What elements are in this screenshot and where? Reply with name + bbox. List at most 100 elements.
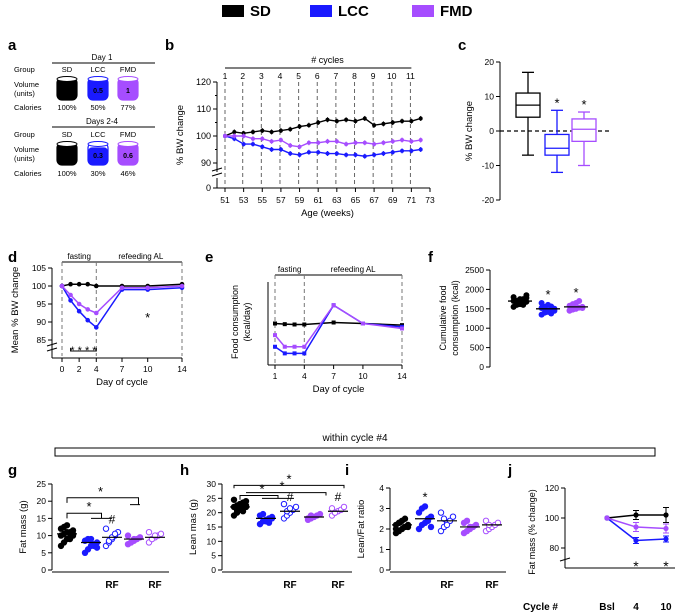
row-volume-2b: (units) bbox=[14, 154, 35, 163]
point-fmd bbox=[68, 292, 73, 298]
significance-star: * bbox=[279, 479, 284, 494]
point-lcc bbox=[282, 351, 287, 356]
y-tick-label: -20 bbox=[482, 195, 495, 205]
y-tick-label: 95 bbox=[37, 299, 47, 309]
y-tick-label: 2500 bbox=[465, 265, 484, 275]
cycle-number: 7 bbox=[334, 71, 339, 81]
significance-star: * bbox=[545, 287, 550, 302]
x-tick-label: 65 bbox=[351, 195, 361, 205]
x-group-label: RF bbox=[283, 580, 296, 591]
y-axis-label: Fat mass (g) bbox=[18, 500, 29, 553]
cycle-number: 9 bbox=[371, 71, 376, 81]
x-tick-label: Bsl bbox=[599, 602, 615, 613]
point-lcc-rf bbox=[111, 530, 119, 538]
row-calories-1: Calories bbox=[14, 103, 42, 112]
point-lcc bbox=[297, 152, 302, 157]
x-axis-label: Day of cycle bbox=[96, 377, 148, 388]
cup-top bbox=[56, 141, 78, 147]
point-lcc bbox=[418, 147, 423, 152]
x-tick-label: 53 bbox=[239, 195, 249, 205]
point-fmd bbox=[119, 285, 125, 291]
panel-letter-e: e bbox=[205, 249, 213, 266]
point-sd bbox=[325, 117, 330, 122]
cup-label: 0.6 bbox=[123, 153, 133, 160]
x-tick-label: 63 bbox=[332, 195, 342, 205]
point-sd bbox=[316, 120, 321, 125]
point-fmd bbox=[390, 139, 395, 144]
y-axis-label: Lean mas (g) bbox=[188, 499, 199, 555]
point-fmd bbox=[306, 140, 311, 145]
row-volume-1a: Volume bbox=[14, 80, 39, 89]
point-sd bbox=[292, 322, 297, 327]
y-tick-label: 0 bbox=[489, 126, 494, 136]
point-sd bbox=[282, 322, 287, 327]
cycle-number: 2 bbox=[240, 71, 245, 81]
y-tick-label: 30 bbox=[207, 479, 217, 489]
point-sd bbox=[663, 512, 669, 518]
cal-fmd-1: 77% bbox=[120, 103, 135, 112]
x-tick-label: 7 bbox=[120, 364, 125, 374]
point-sd bbox=[418, 116, 423, 121]
col-sd-1: SD bbox=[62, 65, 73, 74]
point-sd bbox=[400, 119, 405, 124]
x-group-label: RF bbox=[105, 580, 118, 591]
point-lcc bbox=[381, 151, 386, 156]
point-fmd bbox=[288, 143, 293, 148]
axis-break bbox=[559, 557, 571, 562]
row-group-1: Group bbox=[14, 65, 35, 74]
x-tick-label: 0 bbox=[60, 364, 65, 374]
cup-top bbox=[87, 76, 109, 82]
point-lcc bbox=[353, 152, 358, 157]
point-lcc bbox=[87, 535, 95, 543]
point-fmd bbox=[316, 510, 324, 518]
cycle-number: 3 bbox=[259, 71, 264, 81]
cup-label: 0.5 bbox=[93, 88, 103, 95]
point-fmd bbox=[604, 515, 610, 521]
significance-star: * bbox=[145, 310, 150, 325]
panel-letter-b: b bbox=[165, 37, 174, 54]
chart-f: 0 500 1000 1500 2000 2500 Cumulative food consu… bbox=[438, 265, 588, 372]
point-lcc bbox=[292, 351, 297, 356]
series-fmd-line bbox=[225, 135, 421, 148]
point-lcc bbox=[250, 142, 255, 147]
y-tick-label: 25 bbox=[207, 493, 217, 503]
y-tick-label: 20 bbox=[207, 508, 217, 518]
x-tick-label: 4 bbox=[633, 602, 639, 613]
box-lcc bbox=[544, 133, 570, 156]
point-sd bbox=[390, 120, 395, 125]
point-sd bbox=[239, 508, 247, 515]
point-lcc bbox=[288, 151, 293, 156]
point-fmd bbox=[331, 303, 336, 308]
point-lcc-rf bbox=[437, 527, 445, 535]
cup-fill bbox=[57, 78, 77, 100]
legend-swatch-sd bbox=[222, 5, 244, 17]
y-axis-label: Mean % BW change bbox=[10, 267, 21, 354]
point-fmd bbox=[325, 139, 330, 144]
sig-bracket bbox=[66, 497, 139, 505]
point-fmd bbox=[566, 307, 573, 314]
point-fmd-rf bbox=[482, 517, 490, 524]
y-axis-label: % BW change bbox=[464, 101, 475, 161]
legend-swatch-lcc bbox=[310, 5, 332, 17]
point-lcc bbox=[415, 525, 423, 533]
point-lcc bbox=[424, 517, 432, 524]
hash-mark: # bbox=[109, 513, 116, 527]
significance-star: * bbox=[663, 558, 669, 574]
day1-cups: 1 0.5 1 bbox=[56, 76, 139, 101]
series-lcc-line bbox=[224, 135, 421, 157]
y-tick-label: 0 bbox=[206, 183, 211, 193]
phase-fasting: fasting bbox=[278, 265, 302, 274]
x-tick-label: 4 bbox=[94, 364, 99, 374]
point-lcc bbox=[362, 154, 367, 159]
chart-g: 0 5 10 15 20 25 Fat mass (g) RF RF * * # bbox=[18, 479, 169, 591]
point-fmd-rf bbox=[340, 503, 348, 511]
point-fmd bbox=[232, 134, 237, 138]
point-sd bbox=[362, 116, 367, 121]
point-sd bbox=[85, 281, 91, 287]
point-sd bbox=[288, 127, 293, 132]
point-fmd bbox=[360, 321, 365, 326]
y-tick-label: 10 bbox=[485, 92, 495, 102]
point-lcc bbox=[241, 142, 246, 147]
